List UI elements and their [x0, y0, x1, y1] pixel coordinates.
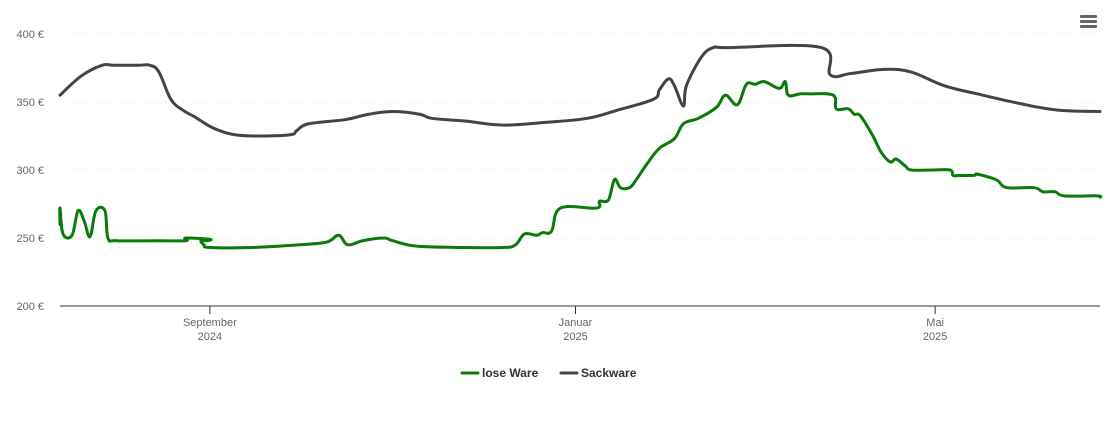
legend-item-sackware[interactable]: Sackware	[559, 366, 637, 380]
x-tick-label-year: 2025	[563, 331, 587, 343]
x-axis: September 2024 Januar 2025 Mai 2025	[60, 305, 1100, 343]
series-lines	[58, 43, 1103, 250]
legend[interactable]: lose Ware Sackware	[460, 366, 637, 380]
x-tick-label-year: 2024	[198, 331, 222, 343]
x-tick-label-month: Mai	[926, 317, 944, 329]
y-tick-label: 300 €	[16, 165, 44, 177]
y-tick-label: 400 €	[16, 29, 44, 41]
hamburger-menu-icon[interactable]	[1076, 10, 1100, 34]
y-axis-labels: 200 € 250 € 300 € 350 € 400 €	[16, 29, 44, 313]
x-tick-label-month: September	[183, 317, 237, 329]
y-tick-label: 350 €	[16, 97, 44, 109]
legend-item-lose-ware[interactable]: lose Ware	[460, 366, 539, 380]
x-tick-label-year: 2025	[923, 331, 947, 343]
y-tick-label: 250 €	[16, 233, 44, 245]
legend-label: lose Ware	[482, 366, 539, 380]
x-tick-label-month: Januar	[559, 317, 593, 329]
y-tick-label: 200 €	[16, 301, 44, 313]
legend-label: Sackware	[581, 366, 637, 380]
series-line-sackware[interactable]	[58, 43, 1102, 138]
grid-lines	[60, 33, 1100, 239]
series-line-lose-ware[interactable]	[58, 79, 1103, 250]
